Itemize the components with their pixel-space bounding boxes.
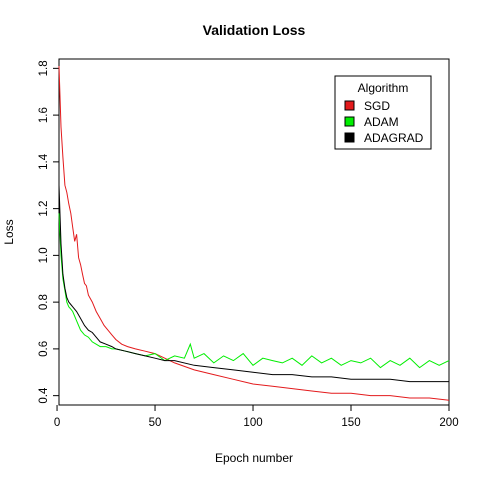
series-line-sgd xyxy=(58,65,450,401)
x-tick-label: 50 xyxy=(149,417,162,429)
y-tick-label: 0.8 xyxy=(38,294,50,310)
legend-swatch-sgd xyxy=(344,100,355,111)
series-line-adagrad xyxy=(58,185,449,383)
x-tick-label: 200 xyxy=(439,417,458,429)
legend-entries: SGD ADAM ADAGRAD xyxy=(344,99,424,145)
legend: Algorithm SGD ADAM ADAGRAD xyxy=(334,75,432,150)
y-tick-label: 0.6 xyxy=(38,341,50,357)
series-line-adam xyxy=(58,213,450,369)
y-axis-label: Loss xyxy=(2,219,16,244)
y-tick-label: 0.4 xyxy=(38,387,50,404)
y-tick-label: 1.0 xyxy=(38,247,50,263)
x-tick-label: 0 xyxy=(54,417,60,429)
x-tick-label: 100 xyxy=(243,417,262,429)
legend-label-adagrad: ADAGRAD xyxy=(364,131,424,145)
legend-label-adam: ADAM xyxy=(364,115,399,129)
y-tick-label: 1.2 xyxy=(38,201,50,217)
legend-label-sgd: SGD xyxy=(364,99,390,113)
plot-area: 0 50 100 150 200 0.4 0.6 0.8 1.0 1.2 1.4 1.6 1.8 xyxy=(38,58,459,429)
legend-swatch-adagrad xyxy=(344,132,355,143)
x-tick-label: 150 xyxy=(341,417,360,429)
y-tick-label: 1.6 xyxy=(38,107,50,123)
chart-title: Validation Loss xyxy=(203,22,306,38)
legend-swatch-adam xyxy=(344,116,355,127)
y-tick-label: 1.4 xyxy=(38,153,50,170)
y-tick-label: 1.8 xyxy=(38,60,50,76)
plot-frame xyxy=(58,58,450,406)
legend-title: Algorithm xyxy=(358,81,409,95)
x-axis-label: Epoch number xyxy=(215,451,293,465)
